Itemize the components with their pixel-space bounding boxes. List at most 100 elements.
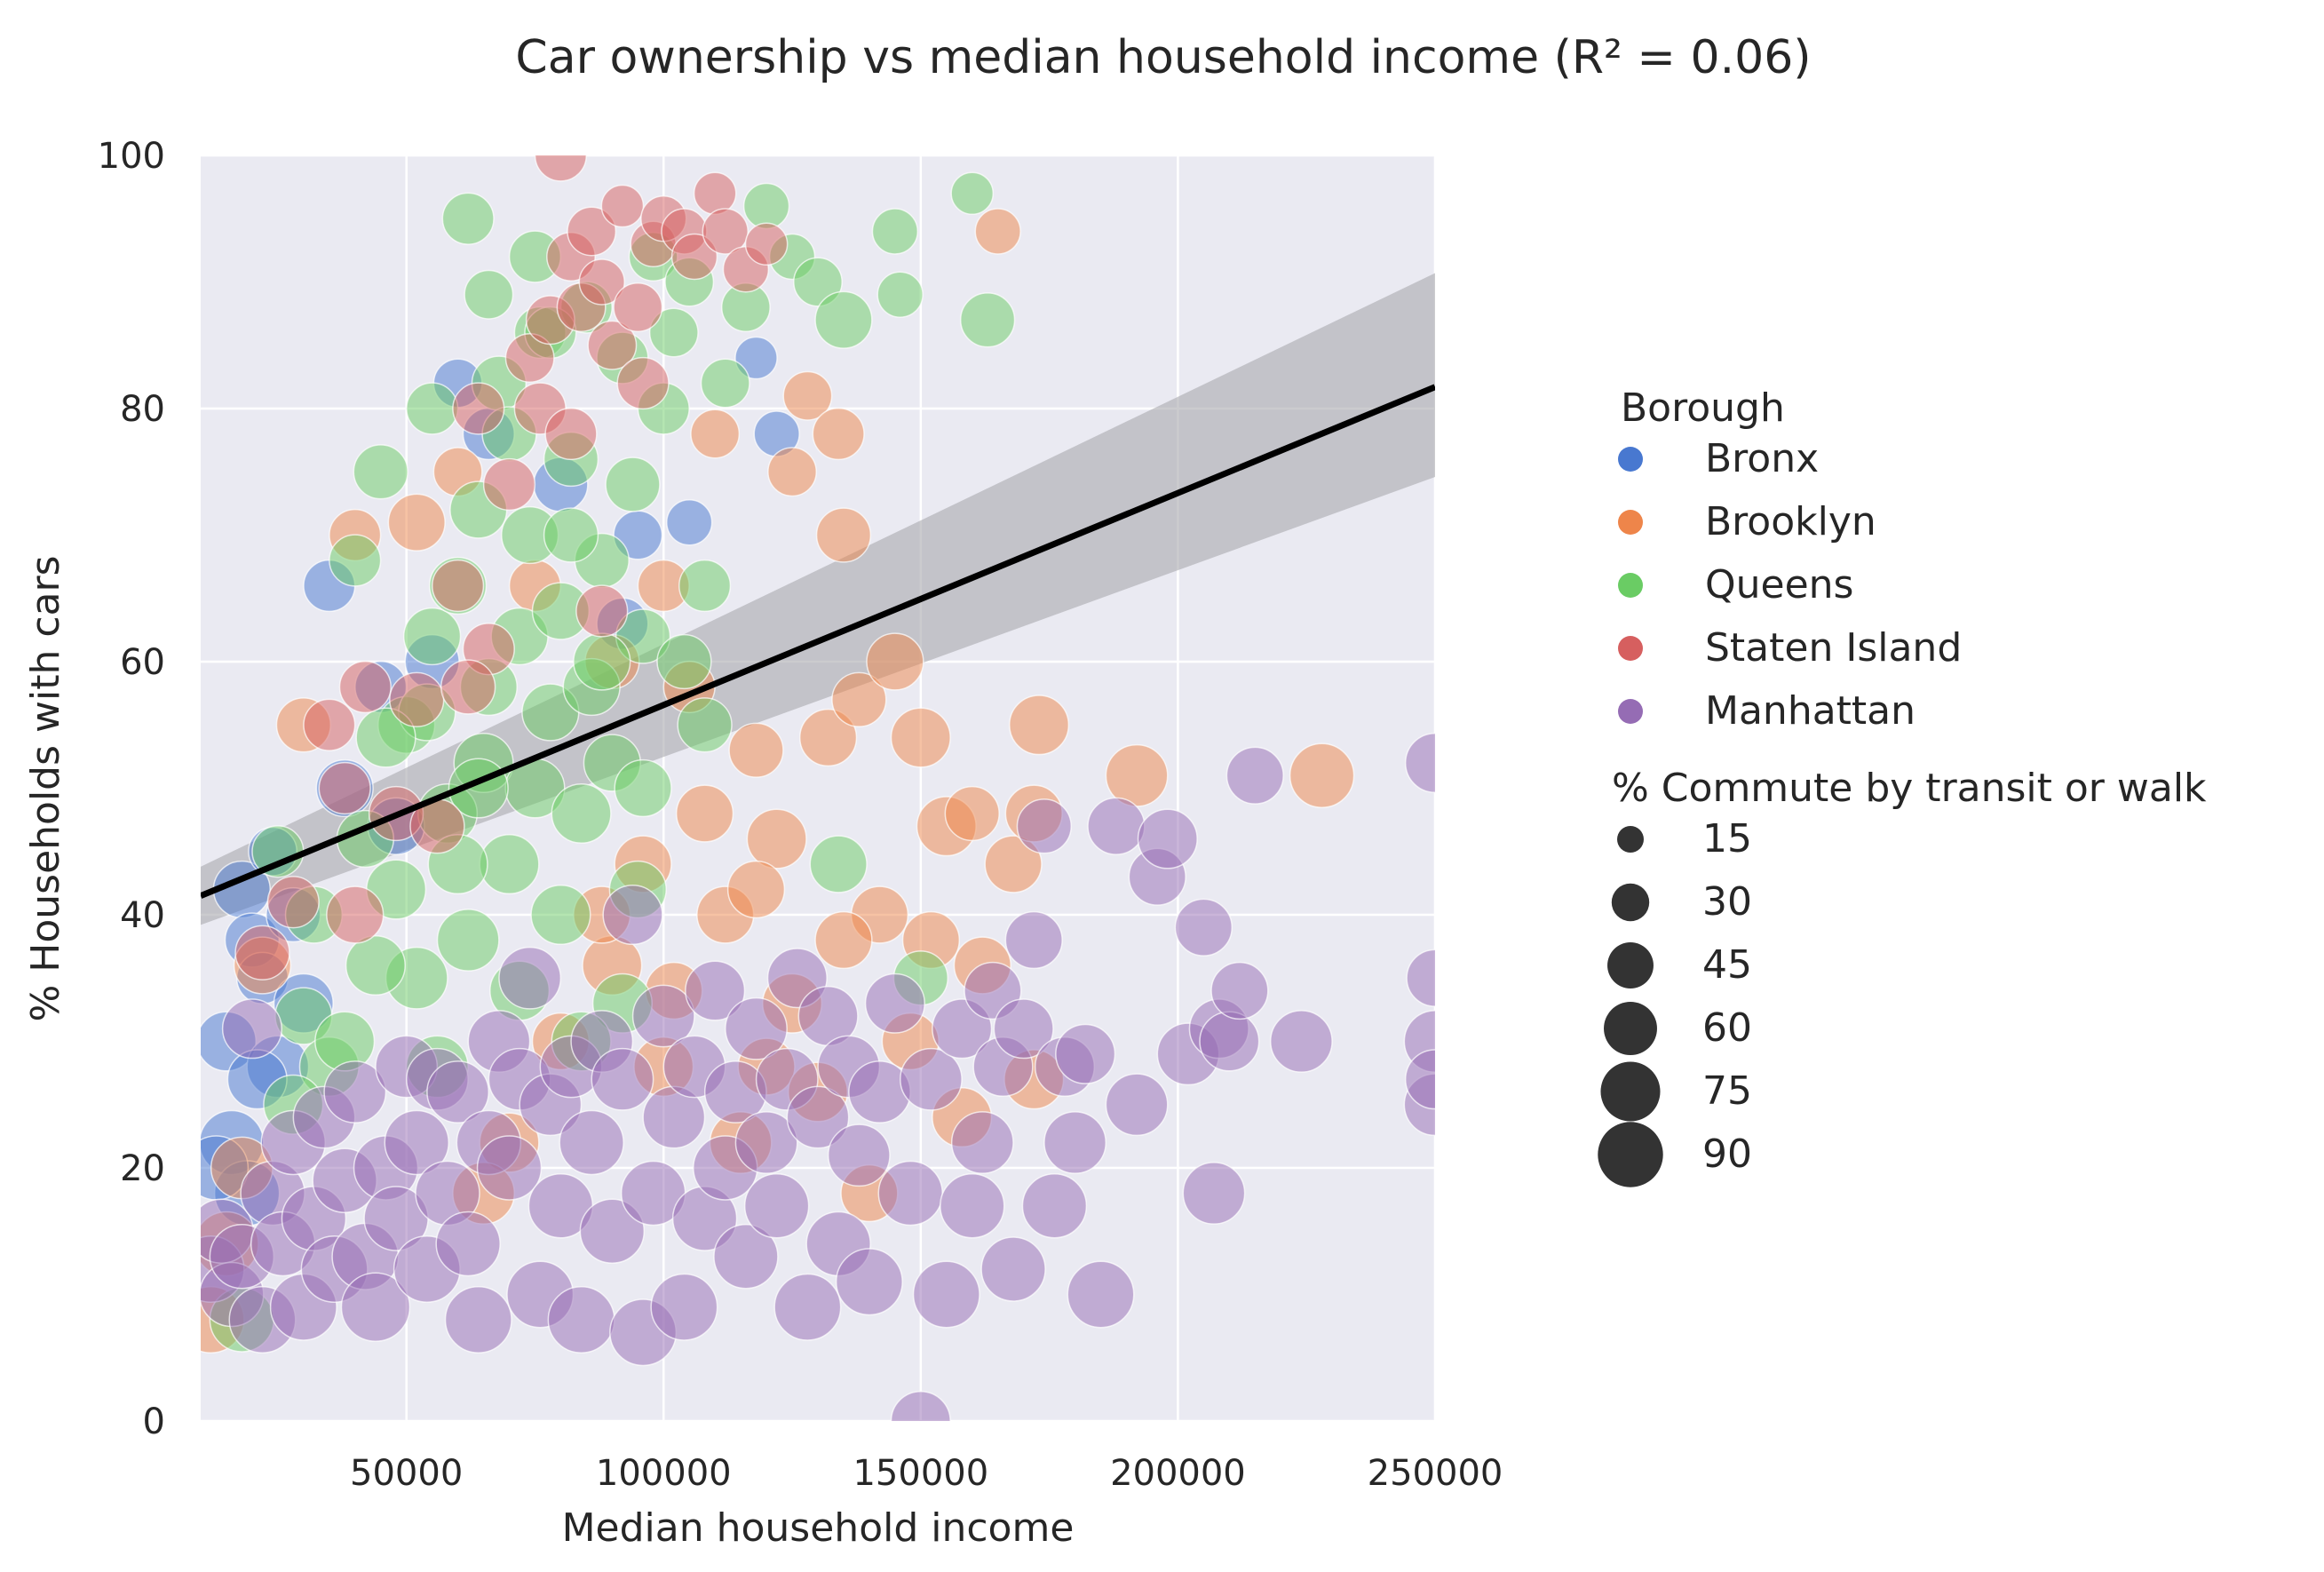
point-manhattan — [1087, 797, 1146, 855]
point-queens — [793, 257, 843, 307]
point-manhattan — [864, 973, 925, 1034]
point-queens — [614, 758, 672, 818]
point-queens — [605, 457, 661, 512]
point-manhattan — [899, 1047, 963, 1111]
point-brooklyn — [782, 370, 833, 421]
point-manhattan — [1105, 1073, 1169, 1137]
point-queens — [479, 833, 540, 895]
point-manhattan — [221, 998, 282, 1060]
point-manhattan — [1210, 961, 1269, 1020]
legend: Borough Bronx Brooklyn Queens Staten Island… — [1598, 385, 2207, 1187]
legend-marker-manhattan — [1618, 699, 1643, 724]
point-manhattan — [890, 1390, 951, 1421]
legend-marker-bronx — [1618, 447, 1643, 472]
point-queens — [677, 697, 733, 753]
point-manhattan — [1067, 1260, 1135, 1329]
point-brooklyn — [746, 808, 807, 869]
point-manhattan — [1225, 746, 1284, 805]
point-queens — [355, 707, 416, 768]
point-manhattan — [1404, 732, 1435, 794]
point-queens — [329, 534, 382, 587]
point-manhattan — [877, 1160, 943, 1227]
point-staten-island — [431, 559, 485, 613]
legend-size-label: 30 — [1702, 879, 1752, 925]
point-manhattan — [323, 1060, 387, 1123]
legend-size-marker — [1598, 1122, 1663, 1187]
point-manhattan — [980, 1236, 1046, 1302]
point-brooklyn — [831, 671, 887, 727]
y-tick-label: 60 — [120, 642, 165, 683]
legend-label-brooklyn: Brooklyn — [1705, 499, 1876, 544]
point-manhattan — [725, 996, 788, 1060]
point-manhattan — [912, 1260, 980, 1329]
point-manhattan — [476, 1135, 543, 1201]
point-manhattan — [579, 1198, 646, 1264]
x-tick-label: 250000 — [1368, 1453, 1503, 1494]
legend-label-bronx: Bronx — [1705, 436, 1819, 481]
legend-label-staten-island: Staten Island — [1705, 625, 1962, 671]
point-manhattan — [1055, 1023, 1116, 1084]
x-tick-label: 50000 — [350, 1453, 463, 1494]
x-tick-label: 200000 — [1110, 1453, 1246, 1494]
point-queens — [543, 507, 599, 563]
x-axis-label: Median household income — [562, 1505, 1075, 1551]
point-manhattan — [950, 1111, 1014, 1174]
point-staten-island — [670, 233, 718, 281]
point-manhattan — [650, 1273, 718, 1341]
point-staten-island — [326, 885, 385, 944]
point-queens — [950, 171, 995, 216]
legend-size-title: % Commute by transit or walk — [1612, 766, 2207, 811]
point-staten-island — [338, 660, 392, 714]
point-brooklyn — [690, 409, 741, 459]
legend-marker-staten-island — [1618, 636, 1643, 661]
point-manhattan — [1269, 1010, 1333, 1073]
point-queens — [345, 934, 406, 996]
legend-size-marker — [1617, 826, 1644, 853]
legend-size-marker — [1600, 1061, 1661, 1122]
point-queens — [959, 292, 1016, 348]
point-manhattan — [734, 1111, 798, 1174]
point-queens — [615, 608, 671, 664]
point-manhattan — [591, 1047, 654, 1111]
point-brooklyn — [675, 784, 734, 843]
point-queens — [551, 782, 612, 845]
point-queens — [530, 884, 591, 946]
point-queens — [464, 269, 514, 320]
point-brooklyn — [387, 493, 446, 552]
point-manhattan — [1199, 1011, 1260, 1072]
point-brooklyn — [728, 722, 784, 778]
point-brooklyn — [767, 447, 817, 497]
point-manhattan — [340, 1272, 411, 1342]
point-manhattan — [835, 1248, 903, 1316]
point-brooklyn — [984, 835, 1043, 893]
point-staten-island — [587, 320, 638, 370]
y-tick-label: 40 — [120, 895, 165, 936]
point-manhattan — [1004, 910, 1063, 970]
legend-label-manhattan: Manhattan — [1705, 688, 1916, 734]
point-queens — [656, 633, 712, 690]
point-queens — [871, 208, 919, 255]
point-brooklyn — [866, 632, 924, 691]
point-staten-island — [613, 282, 663, 332]
point-manhattan — [384, 1109, 449, 1176]
point-bronx — [734, 336, 778, 380]
point-manhattan — [1016, 798, 1072, 854]
legend-size-marker — [1607, 942, 1654, 988]
regression-fit-line — [201, 384, 1435, 899]
point-queens — [406, 382, 459, 435]
point-staten-island — [318, 761, 371, 815]
point-manhattan — [1406, 949, 1435, 1007]
point-manhattan — [547, 1286, 615, 1354]
y-tick-label: 100 — [98, 136, 165, 177]
x-tick-label: 100000 — [596, 1453, 732, 1494]
point-brooklyn — [944, 785, 1000, 842]
point-manhattan — [685, 960, 746, 1021]
point-manhattan — [426, 1060, 490, 1123]
point-staten-island — [616, 356, 670, 410]
legend-marker-queens — [1618, 573, 1643, 598]
data-points — [201, 155, 1435, 1421]
point-queens — [678, 559, 732, 613]
point-manhattan — [773, 1273, 842, 1341]
point-manhattan — [559, 1109, 624, 1176]
